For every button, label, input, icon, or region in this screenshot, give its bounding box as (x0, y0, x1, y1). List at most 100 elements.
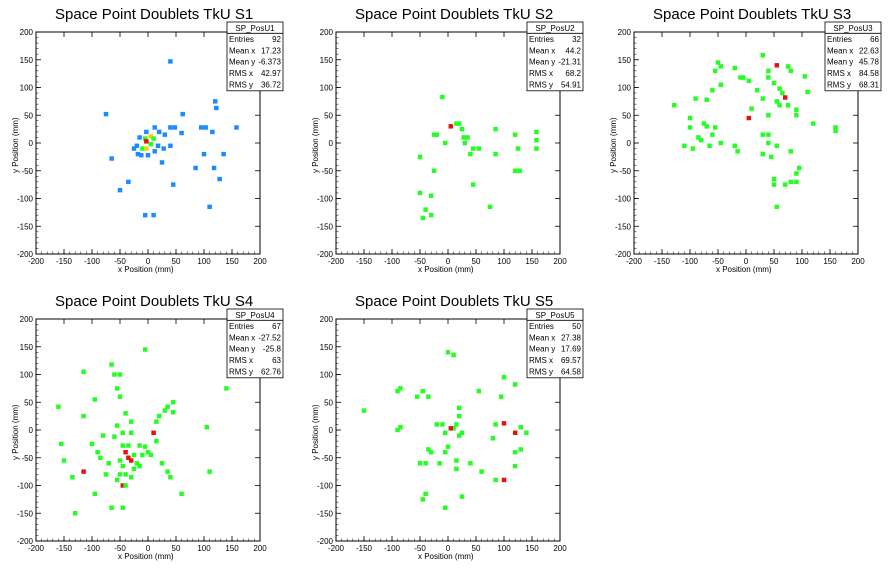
x-tick-label: 200 (253, 257, 267, 266)
data-bin (234, 125, 239, 130)
data-bin (459, 430, 465, 435)
data-bin (760, 151, 766, 157)
data-bin (211, 165, 217, 171)
data-bin (152, 149, 157, 154)
data-bin (445, 350, 451, 355)
data-bin (120, 505, 126, 510)
data-bin (465, 135, 470, 140)
stats-value: -6.373 (258, 58, 281, 67)
stats-key: Mean y (827, 58, 853, 67)
stats-key: RMS x (827, 69, 851, 78)
x-tick-label: -200 (328, 544, 345, 553)
data-bin (420, 497, 426, 502)
stats-value: 45.78 (859, 58, 880, 67)
data-bin (417, 190, 423, 196)
data-bin (137, 135, 142, 140)
data-bin (428, 449, 434, 455)
stats-key: RMS y (827, 80, 851, 89)
data-bin (518, 447, 524, 452)
data-bin (493, 126, 498, 132)
y-axis-label: y Position (mm) (311, 117, 320, 173)
data-bin (131, 452, 137, 458)
data-bin (512, 463, 518, 469)
data-bin (833, 128, 838, 134)
data-bin (428, 193, 434, 198)
data-bin (710, 88, 715, 93)
data-bin (123, 472, 128, 477)
data-bin (707, 143, 712, 148)
data-bin (760, 96, 766, 101)
data-bin (417, 154, 423, 160)
stats-key: RMS y (529, 367, 553, 376)
stats-key: RMS x (529, 69, 553, 78)
x-tick-label: -50 (414, 257, 426, 266)
plot-frame (335, 31, 561, 255)
data-bin (120, 443, 126, 448)
data-bin (431, 132, 437, 137)
x-tick-label: 200 (553, 544, 567, 553)
x-tick-label: 150 (823, 257, 837, 266)
x-tick-label: 0 (446, 544, 451, 553)
data-bin (704, 124, 710, 129)
data-bin (768, 154, 774, 160)
data-bin (448, 124, 454, 129)
data-bin (766, 113, 771, 118)
stats-key: Mean x (529, 333, 555, 342)
y-tick-label: -50 (321, 167, 333, 176)
data-bin (802, 74, 808, 79)
plot-frame (335, 318, 561, 542)
data-bin (179, 130, 184, 136)
stats-box: SP_PosU2 Entries 32 Mean x 44.2 Mean y -21.31 R… (526, 21, 584, 92)
data-bin (456, 413, 462, 419)
y-tick-label: 0 (29, 426, 34, 435)
x-tick-label: 50 (770, 257, 779, 266)
data-bin (718, 82, 724, 87)
data-bin (774, 204, 780, 210)
stats-value: 17.23 (261, 46, 282, 55)
stats-name: SP_PosU3 (833, 24, 873, 33)
data-bin (512, 132, 518, 137)
data-bin (161, 146, 166, 151)
stats-value: 69.57 (561, 356, 582, 365)
data-bin (517, 168, 522, 173)
data-bin (128, 474, 134, 480)
data-bin (512, 430, 518, 435)
data-bin (785, 64, 791, 69)
data-bin (144, 146, 149, 151)
data-bin (112, 434, 117, 439)
chart-5: Space Point Doublets TkU S5 -200 -150 -100 -… (311, 293, 584, 561)
data-bin (123, 411, 128, 416)
stats-value: 42.97 (261, 69, 282, 78)
x-axis-label: x Position (mm) (418, 552, 474, 561)
x-tick-label: -150 (356, 257, 373, 266)
data-bin (162, 408, 168, 413)
y-axis-label: y Position (mm) (311, 404, 320, 460)
stats-name: SP_PosU2 (535, 24, 575, 33)
data-bin (476, 146, 482, 151)
x-tick-label: -150 (56, 544, 73, 553)
y-axis-label: y Position (mm) (11, 117, 20, 173)
y-tick-label: -150 (317, 509, 334, 518)
y-tick-label: -150 (17, 222, 34, 231)
stats-key: Mean x (229, 333, 255, 342)
y-axis-label: y Position (mm) (11, 404, 20, 460)
data-bin (207, 469, 212, 474)
data-bin (440, 94, 445, 100)
x-tick-label: -100 (384, 257, 401, 266)
data-bin (440, 422, 445, 427)
data-bin (103, 111, 109, 117)
x-tick-label: 150 (225, 257, 239, 266)
data-bin (454, 422, 459, 427)
data-bin (168, 125, 173, 130)
data-bin (451, 352, 456, 358)
data-bin (687, 125, 693, 130)
x-tick-label: -200 (328, 257, 345, 266)
data-bin (120, 430, 126, 435)
data-bin (61, 458, 67, 463)
data-bin (456, 405, 462, 411)
data-bin (123, 449, 128, 455)
stats-value: 54.91 (561, 80, 582, 89)
stats-name: SP_PosU1 (235, 24, 275, 33)
data-bin (193, 165, 198, 171)
